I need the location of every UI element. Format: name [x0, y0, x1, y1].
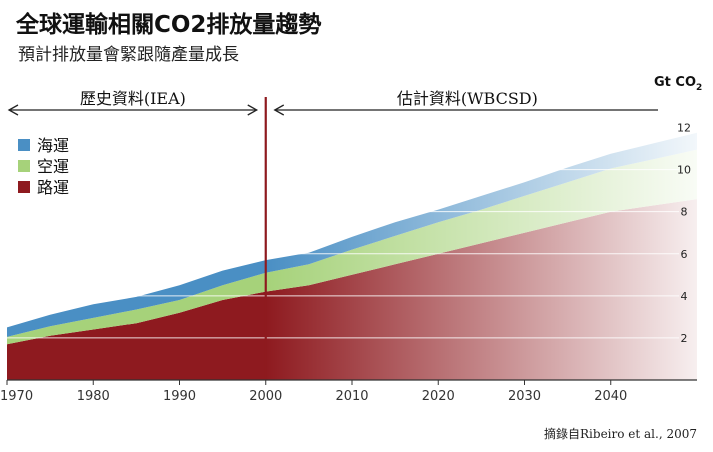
x-tick-2010: 2010 [335, 389, 368, 404]
x-tick-2030: 2030 [508, 389, 541, 404]
y-tick-10: 10 [677, 164, 691, 177]
period-arrow-head-right [247, 104, 259, 116]
y-tick-2: 2 [681, 332, 688, 345]
x-tick-1990: 1990 [163, 389, 196, 404]
y-tick-8: 8 [681, 206, 688, 219]
y-tick-4: 4 [681, 290, 688, 303]
y-axis: 2 4 6 8 10 12 [677, 122, 691, 345]
period-arrow-head-left [7, 104, 19, 116]
legend-swatch-2 [18, 181, 30, 193]
x-tick-1970: 1970 [0, 389, 33, 404]
gridlines [7, 127, 679, 339]
y-tick-12: 12 [677, 122, 691, 135]
x-tick-2000: 2000 [249, 389, 282, 404]
x-axis: 1970 1980 1990 2000 2010 2020 2030 2040 [0, 379, 697, 404]
legend-label-0: 海運 [37, 136, 69, 155]
future-fade [265, 107, 697, 380]
fade-rect [265, 107, 697, 380]
x-tick-2040: 2040 [594, 389, 627, 404]
x-tick-2020: 2020 [422, 389, 455, 404]
unit-label: Gt CO2 [654, 75, 702, 93]
y-tick-6: 6 [681, 248, 688, 261]
legend-swatch-0 [18, 139, 30, 151]
legend-swatch-1 [18, 160, 30, 172]
period-label-1: 估計資料(WBCSD) [397, 89, 538, 108]
unit-main: Gt CO [654, 75, 696, 90]
legend-label-1: 空運 [37, 157, 69, 176]
period-arrows: 歷史資料(IEA) 估計資料(WBCSD) [7, 89, 658, 116]
x-tick-1980: 1980 [77, 389, 110, 404]
source-note: 摘錄自Ribeiro et al., 2007 [544, 426, 697, 441]
chart-subtitle: 預計排放量會緊跟隨產量成長 [18, 45, 239, 65]
chart-title: 全球運輸相關CO2排放量趨勢 [15, 11, 321, 38]
unit-sub: 2 [696, 83, 702, 93]
period-label-0: 歷史資料(IEA) [80, 89, 186, 108]
legend-label-2: 路運 [37, 178, 69, 197]
period-arrow-head-start [273, 104, 285, 116]
